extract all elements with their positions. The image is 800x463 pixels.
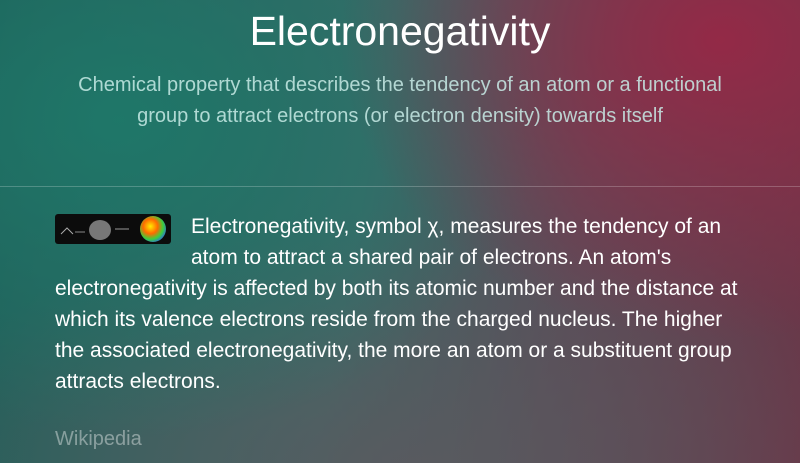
description: Electronegativity, symbol χ, measures th… (55, 211, 755, 397)
title: Electronegativity (249, 8, 551, 54)
thumbnail[interactable] (55, 214, 171, 244)
divider (0, 186, 800, 187)
source-link[interactable]: Wikipedia (55, 428, 142, 450)
description-text: Electronegativity, symbol χ, measures th… (55, 215, 738, 393)
subtitle: Chemical property that describes the ten… (78, 74, 722, 127)
